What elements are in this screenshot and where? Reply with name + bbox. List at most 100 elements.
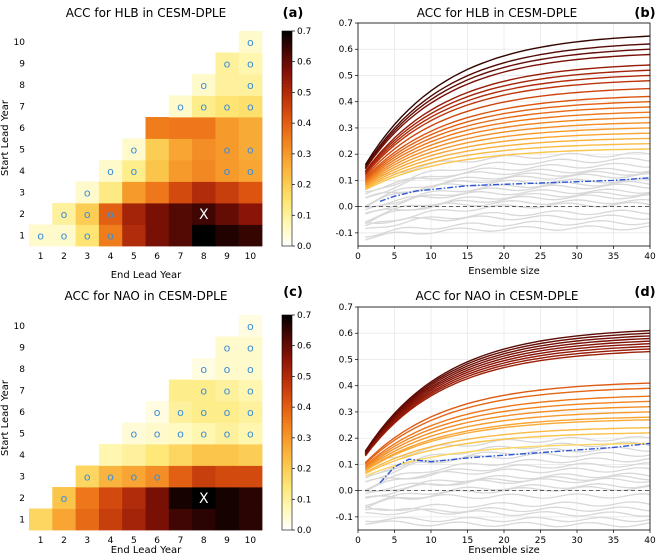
heatmap-cell (145, 160, 170, 182)
colorbar-segment (282, 508, 292, 513)
x-tick-label: 2 (61, 252, 67, 262)
significance-marker: o (247, 363, 254, 376)
colorbar-segment (282, 52, 292, 57)
colored-series-line (364, 343, 651, 455)
colorbar-segment (282, 465, 292, 470)
x-tick-label: 35 (608, 252, 619, 262)
y-tick-label: 0.6 (339, 45, 354, 55)
colored-series-line (364, 427, 651, 474)
colored-series-line (364, 48, 651, 169)
heatmap-cell (215, 465, 240, 488)
x-tick-label: 1 (38, 536, 44, 546)
heatmap-cell (192, 138, 216, 161)
y-tick-label: 1 (19, 231, 25, 241)
colored-series-line (365, 442, 651, 477)
heatmap-cell (238, 358, 263, 380)
heatmap-cell (98, 160, 123, 182)
heatmap-cell (98, 224, 123, 247)
colorbar-segment (282, 230, 292, 235)
y-tick-label: 5 (19, 145, 25, 155)
y-tick-label: 0.1 (339, 460, 353, 470)
significance-marker: o (154, 470, 161, 483)
heatmap-cell (145, 224, 170, 247)
significance-marker: o (247, 427, 254, 440)
colorbar-segment (282, 242, 292, 247)
heatmap-cell (215, 74, 240, 96)
colorbar-segment (282, 67, 292, 72)
colorbar-tick-label: 0.7 (297, 27, 311, 37)
panel-b-title: ACC for HLB in CESM-DPLE (417, 6, 577, 20)
grey-series-line (365, 167, 651, 193)
heatmap-cell (168, 160, 193, 182)
max-marker: X (199, 207, 209, 223)
heatmap-cell (192, 95, 216, 118)
heatmap-cell (192, 444, 216, 466)
colorbar-segment (282, 490, 292, 494)
colorbar-segment (282, 471, 292, 476)
colorbar-segment (282, 425, 292, 430)
grey-series-line (365, 191, 651, 223)
y-tick-label: 0.0 (339, 487, 354, 497)
colorbar-segment (282, 419, 292, 423)
colorbar-segment (282, 496, 292, 500)
heatmap-cell (168, 508, 193, 531)
colorbar-segment (282, 517, 292, 522)
colorbar-segment (282, 358, 292, 362)
colorbar-segment (282, 43, 292, 47)
panel-d-label: (d) (634, 285, 655, 300)
significance-marker: o (247, 143, 254, 156)
colored-series-line (364, 137, 651, 189)
heatmap-cell (29, 508, 53, 531)
colorbar-segment (282, 336, 292, 341)
heatmap-cell (122, 181, 146, 204)
colorbar-segment (282, 218, 292, 222)
heatmap-cell (192, 160, 216, 182)
grey-series-line (365, 483, 651, 507)
colored-series-line (364, 116, 651, 184)
significance-marker: o (61, 208, 68, 221)
colored-series-line (364, 416, 651, 471)
colorbar-segment (282, 147, 292, 152)
colored-series-line (364, 395, 651, 467)
colored-series-line (364, 132, 651, 187)
y-tick-label: 4 (19, 167, 25, 177)
heatmap-cell (122, 203, 146, 225)
heatmap-cell (29, 224, 53, 247)
significance-marker: o (107, 470, 114, 483)
colorbar-segment (282, 120, 292, 124)
x-tick-label: 40 (644, 536, 656, 546)
colorbar-tick-label: 0.6 (297, 342, 312, 352)
grey-series-line (365, 198, 651, 215)
heatmap-cell (168, 95, 193, 118)
colorbar-segment (282, 49, 292, 53)
panel-a-label: (a) (283, 6, 304, 21)
heatmap-cell (238, 508, 263, 531)
heatmap-cell (192, 181, 216, 204)
colorbar-segment (282, 410, 292, 414)
significance-marker: o (130, 143, 137, 156)
x-tick-label: 9 (224, 536, 230, 546)
panel-a-ylabel: Start Lead Year (0, 99, 11, 176)
heatmap-cell (98, 181, 123, 204)
x-tick-label: 6 (154, 252, 160, 262)
colorbar-segment (282, 184, 292, 189)
significance-marker: o (84, 470, 91, 483)
colorbar-segment (282, 150, 292, 155)
y-tick-label: 1 (19, 515, 25, 525)
grey-series-line (365, 520, 651, 528)
colorbar-segment (282, 493, 292, 497)
significance-marker: o (247, 79, 254, 92)
y-tick-label: 0.2 (339, 434, 353, 444)
colorbar-segment (282, 175, 292, 179)
heatmap-cell (98, 487, 123, 509)
colorbar-segment (282, 70, 292, 75)
heatmap-cell (215, 422, 240, 445)
y-tick-label: 3 (19, 188, 25, 198)
colorbar-segment (282, 80, 292, 84)
colorbar-segment (282, 123, 292, 127)
heatmap-cell (52, 487, 76, 509)
x-tick-label: 8 (201, 536, 207, 546)
grey-series-line (364, 172, 651, 209)
panel-b: ACC for HLB in CESM-DPLE (b) 0 5 10 15 20 25 3… (335, 6, 656, 277)
colored-series-line (364, 387, 651, 465)
